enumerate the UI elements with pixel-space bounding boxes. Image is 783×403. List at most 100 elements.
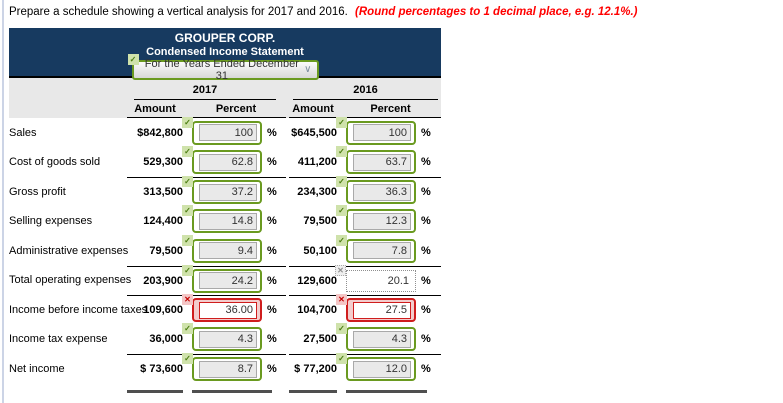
percent-input-2016[interactable] (353, 330, 411, 348)
correct-check-icon: ✓ (182, 176, 193, 188)
row-label: Cost of goods sold (9, 156, 101, 169)
amount-2016-value: $ 77,200 (289, 354, 337, 384)
percent-2017-box: ✓ (182, 176, 262, 205)
percent-2016-box: ✕ (336, 294, 416, 323)
percent-2016-box: ✕ (335, 264, 416, 292)
percent-2016-box: ✓ (336, 146, 416, 175)
amount-2016-header: Amount (289, 101, 337, 118)
percent-input-2016[interactable] (353, 301, 411, 319)
percent-input-2017[interactable] (199, 124, 257, 142)
year-header-row: 2017 2016 (9, 82, 441, 100)
percent-input-2017[interactable] (199, 330, 257, 348)
percent-sign: % (421, 244, 431, 257)
panel-left-border (2, 0, 4, 403)
percent-2017-header: Percent (186, 101, 286, 118)
percent-2017-cell: ✓ % (182, 323, 286, 355)
percent-sign: % (267, 244, 277, 257)
amount-2017-header: Amount (127, 101, 183, 118)
percent-input-2017[interactable] (199, 360, 257, 378)
percent-sign: % (267, 274, 277, 287)
table-row: Net income $ 73,600 ✓ % $ 77,200 ✓ % (9, 353, 441, 384)
percent-2016-cell: ✓ % (336, 205, 441, 237)
percent-2017-cell: ✕ % (182, 294, 286, 325)
percent-input-2017[interactable] (199, 272, 257, 290)
amount-2016-value: 129,600 (289, 265, 337, 296)
percent-input-2016[interactable] (353, 124, 411, 142)
amount-2017-value: 203,900 (127, 265, 183, 296)
percent-input-2016[interactable] (353, 242, 411, 260)
year-2017-header: 2017 (134, 84, 276, 100)
pending-x-icon: ✕ (335, 264, 346, 276)
year-2016-header: 2016 (293, 84, 438, 100)
instruction-text: Prepare a schedule showing a vertical an… (9, 6, 783, 18)
percent-2016-cell: ✓ % (336, 176, 441, 207)
percent-sign: % (267, 333, 277, 346)
table-row: Income tax expense 36,000 ✓ % 27,500 ✓ % (9, 323, 441, 355)
instruction-rounding-note: (Round percentages to 1 decimal place, e… (355, 6, 638, 18)
percent-2017-box: ✓ (182, 353, 262, 382)
table-row: Income before income taxes 109,600 ✕ % 1… (9, 294, 441, 325)
correct-check-icon: ✓ (336, 176, 347, 188)
incorrect-x-icon: ✕ (336, 294, 347, 306)
percent-input-2017[interactable] (199, 301, 257, 319)
percent-sign: % (421, 215, 431, 228)
chevron-down-icon: ∨ (304, 64, 312, 75)
percent-2016-cell: ✓ % (336, 353, 441, 384)
percent-input-2016[interactable] (353, 212, 411, 230)
percent-sign: % (267, 363, 277, 376)
percent-input-2017[interactable] (199, 153, 257, 171)
percent-2016-box: ✓ (336, 116, 416, 145)
row-label: Net income (9, 362, 65, 375)
period-dropdown[interactable]: For the Years Ended December 31 ∨ (131, 58, 319, 82)
row-label: Sales (9, 126, 37, 139)
percent-input-2017[interactable] (199, 242, 257, 260)
amount-2017-value: 109,600 (127, 295, 183, 325)
percent-input-2016[interactable] (353, 153, 411, 171)
percent-sign: % (421, 333, 431, 346)
percent-sign: % (421, 304, 431, 317)
table-row: Total operating expenses 203,900 ✓ % 129… (9, 264, 441, 296)
percent-2017-box: ✓ (182, 234, 262, 263)
percent-2016-cell: ✓ % (336, 234, 441, 266)
correct-check-icon: ✓ (182, 234, 193, 246)
total-rule-amount-2016 (289, 389, 337, 393)
column-header-band: 2017 2016 Amount Percent Amount Percent (9, 78, 441, 118)
table-row: Sales $842,800 ✓ % $645,500 ✓ % (9, 116, 441, 148)
correct-check-icon: ✓ (182, 264, 193, 276)
correct-check-icon: ✓ (336, 353, 347, 365)
income-statement-table: GROUPER CORP. Condensed Income Statement… (9, 28, 441, 400)
percent-input-2016[interactable] (353, 183, 411, 201)
correct-check-icon: ✓ (336, 234, 347, 246)
total-rule-percent-2016 (346, 389, 427, 393)
percent-input-2017[interactable] (199, 212, 257, 230)
table-row: Gross profit 313,500 ✓ % 234,300 ✓ % (9, 176, 441, 207)
percent-2016-box: ✓ (336, 353, 416, 382)
percent-sign: % (421, 156, 431, 169)
percent-input-2016[interactable] (354, 272, 412, 290)
row-label: Income before income taxes (9, 303, 148, 316)
row-label: Selling expenses (9, 215, 93, 228)
percent-2016-box: ✓ (336, 176, 416, 205)
percent-input-2017[interactable] (199, 183, 257, 201)
percent-2017-cell: ✓ % (182, 116, 286, 148)
percent-sign: % (267, 156, 277, 169)
statement-title: Condensed Income Statement (146, 46, 304, 58)
correct-check-icon: ✓ (182, 323, 193, 335)
percent-2016-cell: ✕ % (336, 294, 441, 325)
correct-check-icon: ✓ (336, 116, 347, 128)
percent-2016-box: ✓ (336, 234, 416, 263)
percent-2017-cell: ✓ % (182, 264, 286, 296)
percent-2017-box: ✓ (182, 205, 262, 234)
amount-2017-value: 124,400 (143, 215, 183, 228)
percent-2016-cell: ✓ % (336, 146, 441, 178)
amount-2017-value: 313,500 (127, 177, 183, 207)
double-rule-row (9, 389, 441, 400)
total-rule-percent-2017 (192, 389, 272, 393)
percent-2016-cell: ✕ % (335, 264, 441, 296)
percent-2016-header: Percent (340, 101, 441, 118)
percent-2016-box: ✓ (336, 205, 416, 234)
table-row: Selling expenses 124,400 ✓ % 79,500 ✓ % (9, 205, 441, 237)
percent-input-2016[interactable] (353, 360, 411, 378)
correct-check-icon: ✓ (182, 353, 193, 365)
percent-2017-cell: ✓ % (182, 205, 286, 237)
